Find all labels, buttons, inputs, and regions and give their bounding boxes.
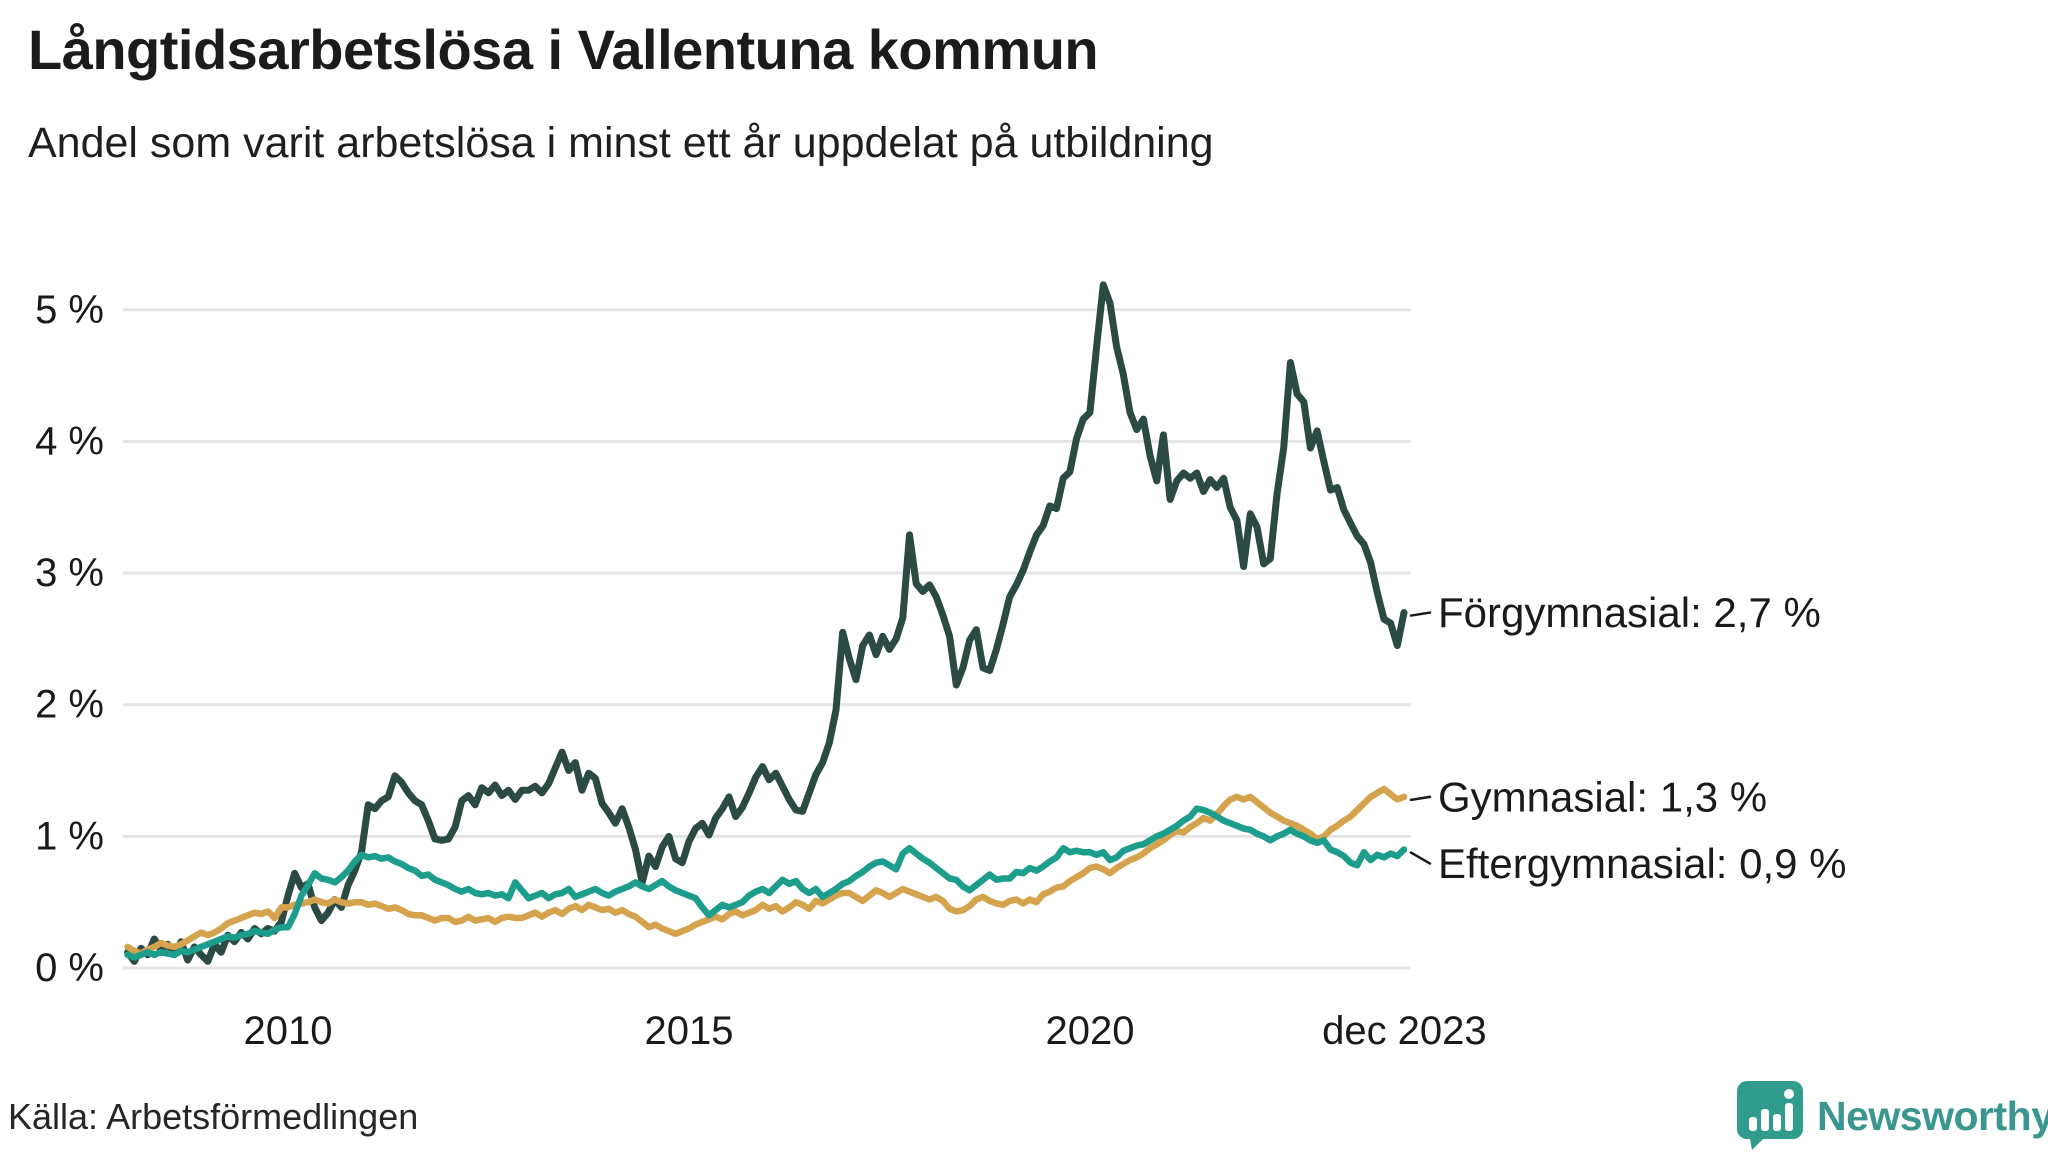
series-label-forgymnasial: Förgymnasial: 2,7 %	[1438, 589, 1821, 636]
y-tick-label: 4 %	[35, 419, 104, 463]
newsworthy-logo: Newsworthy	[1737, 1081, 2048, 1151]
series-label-connector	[1409, 611, 1432, 617]
y-tick-label: 3 %	[35, 551, 104, 595]
series-labels: Förgymnasial: 2,7 % Gymnasial: 1,3 % Efter…	[1438, 589, 1847, 887]
x-tick-label: dec 2023	[1322, 1009, 1487, 1053]
bar-chart-glyph	[1749, 1089, 1794, 1131]
newsworthy-icon	[1737, 1081, 1803, 1150]
x-tick-label: 2010	[244, 1009, 333, 1053]
x-axis-tick-labels: 2010 2015 2020 dec 2023	[244, 1009, 1487, 1053]
y-tick-label: 5 %	[35, 288, 104, 332]
y-tick-label: 0 %	[35, 946, 104, 990]
y-axis-tick-labels: 0 % 1 % 2 % 3 % 4 % 5 %	[35, 288, 104, 990]
series-line-eftergymnasial	[124, 805, 1408, 961]
x-tick-label: 2020	[1046, 1009, 1135, 1053]
series-label-connector	[1409, 851, 1432, 865]
newsworthy-wordmark: Newsworthy	[1817, 1092, 2048, 1139]
series-label-connectors	[1409, 611, 1432, 865]
series-lines	[124, 281, 1408, 965]
series-line-forgymnasial	[124, 281, 1408, 965]
source-note: Källa: Arbetsförmedlingen	[8, 1096, 419, 1137]
x-tick-label: 2015	[645, 1009, 734, 1053]
series-label-gymnasial: Gymnasial: 1,3 %	[1438, 773, 1767, 820]
page-title: Långtidsarbetslösa i Vallentuna kommun	[28, 18, 1099, 81]
gridlines	[123, 308, 1411, 970]
series-label-eftergymnasial: Eftergymnasial: 0,9 %	[1438, 840, 1847, 887]
y-tick-label: 2 %	[35, 683, 104, 727]
page-subtitle: Andel som varit arbetslösa i minst ett å…	[28, 119, 1214, 167]
series-line-gymnasial	[124, 785, 1408, 957]
y-tick-label: 1 %	[35, 814, 104, 858]
series-label-connector	[1409, 795, 1432, 802]
